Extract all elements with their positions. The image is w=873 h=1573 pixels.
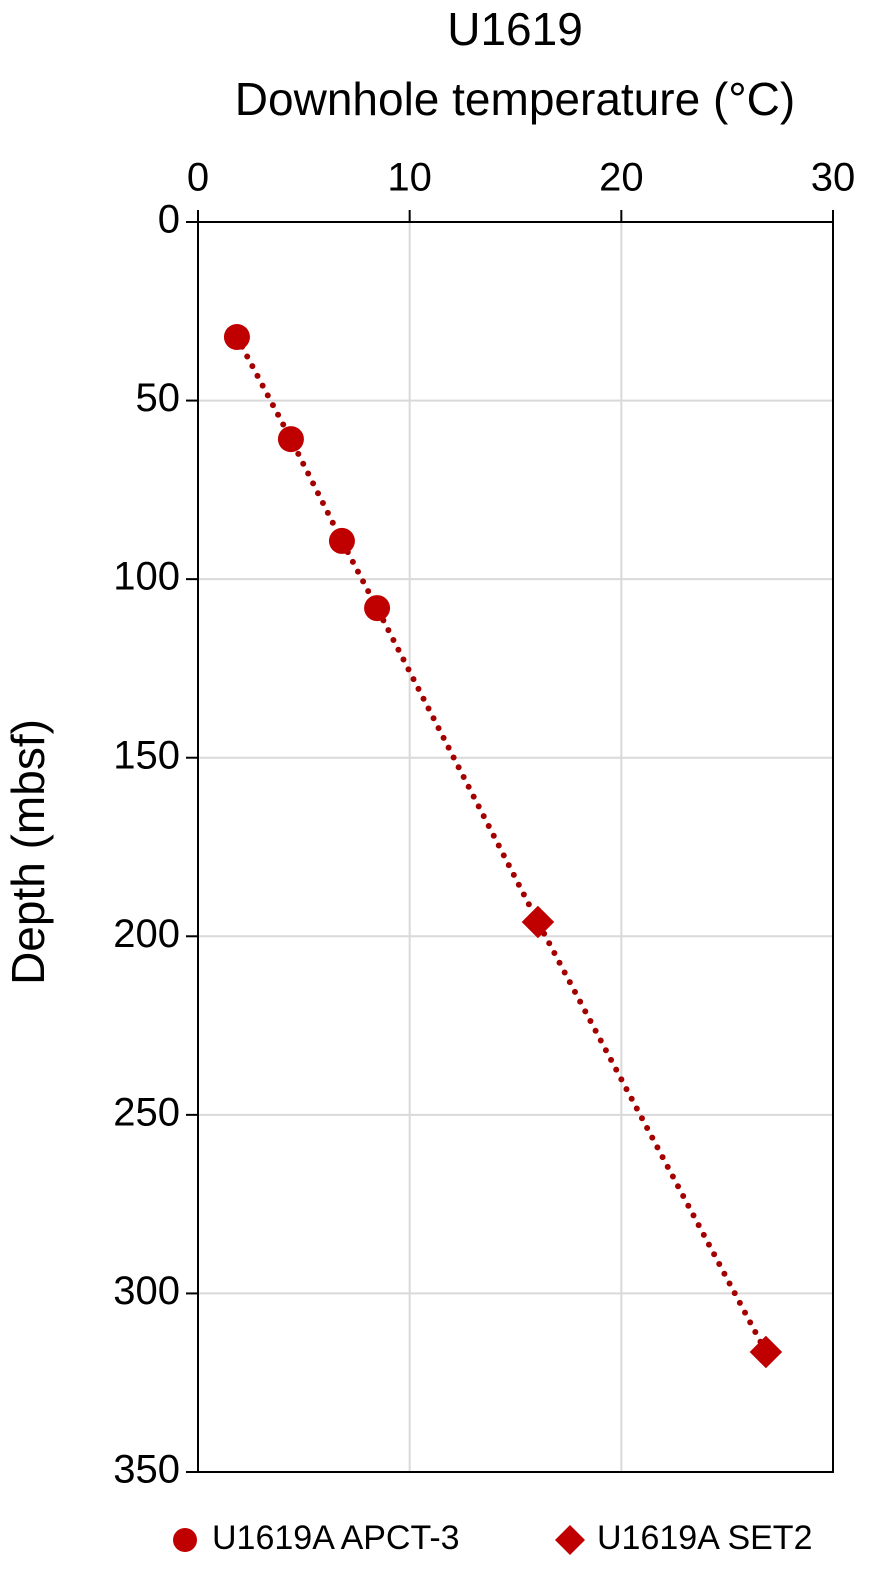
y-tick-label: 250 — [113, 1090, 180, 1134]
legend-label: U1619A APCT-3 — [212, 1519, 460, 1557]
y-tick-label: 350 — [113, 1448, 180, 1492]
y-tick-label: 0 — [158, 198, 180, 242]
y-tick-label: 100 — [113, 555, 180, 599]
legend-marker — [173, 1528, 197, 1552]
y-tick-label: 300 — [113, 1269, 180, 1313]
trend-line — [233, 334, 769, 1355]
point — [749, 1335, 783, 1369]
point — [328, 527, 355, 554]
x-tick-label: 0 — [187, 156, 209, 200]
x-axis-label: Downhole temperature (°C) — [235, 73, 795, 125]
y-axis-label: Depth (mbsf) — [2, 719, 54, 985]
x-tick-label: 30 — [811, 156, 856, 200]
point — [277, 426, 304, 453]
x-tick-label: 20 — [599, 156, 644, 200]
point — [223, 324, 250, 350]
point — [364, 595, 391, 622]
plot-frame — [197, 221, 834, 1473]
x-tick-label: 10 — [387, 156, 432, 200]
y-tick-label: 150 — [113, 733, 180, 777]
chart-title: U1619 — [447, 3, 583, 55]
y-tick-label: 200 — [113, 912, 180, 956]
legend-label: U1619A SET2 — [597, 1519, 812, 1557]
legend-marker — [555, 1525, 585, 1555]
y-tick-label: 50 — [136, 376, 181, 420]
point — [521, 905, 555, 939]
